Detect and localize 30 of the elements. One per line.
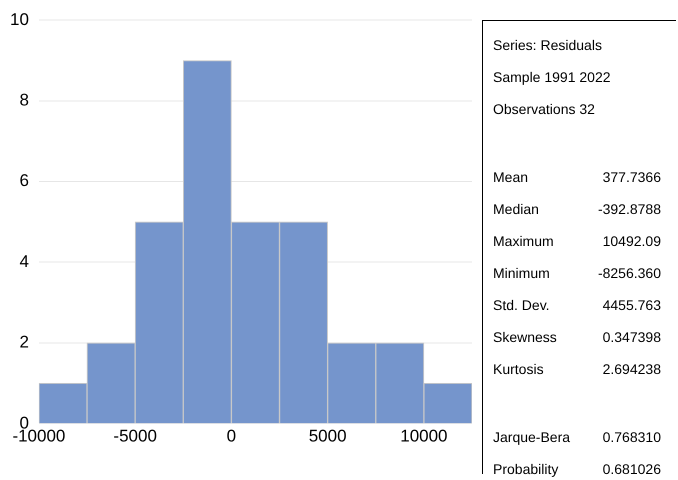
text: 0.768310 <box>602 429 661 445</box>
y-tick-label: 2 <box>19 332 29 352</box>
text: 10492.09 <box>602 233 661 249</box>
text: Observations 32 <box>493 100 596 119</box>
y-tick-label: 10 <box>10 10 29 29</box>
y-tick-label: 6 <box>19 171 29 190</box>
category-label: Maximum <box>493 232 555 251</box>
category-label: Median <box>493 200 540 219</box>
category-label: Kurtosis <box>493 360 545 379</box>
text: 0.347398 <box>602 329 661 345</box>
category-label: Std. Dev. <box>493 296 551 315</box>
category-label: Minimum <box>493 264 551 283</box>
x-tick-label: -5000 <box>113 426 157 446</box>
text: -392.8788 <box>598 201 661 217</box>
text: 377.7366 <box>602 169 661 185</box>
category-label: Probability <box>493 460 560 479</box>
text: 2.694238 <box>602 361 661 377</box>
x-tick-label: 5000 <box>308 426 347 446</box>
y-tick-label: 4 <box>19 252 29 271</box>
text: 4455.763 <box>602 297 661 313</box>
y-tick-label: 8 <box>19 90 29 110</box>
text: -8256.360 <box>598 265 661 281</box>
x-tick-label: 10000 <box>400 426 448 446</box>
category-label: Mean <box>493 168 530 187</box>
x-tick-label: 0 <box>226 426 236 446</box>
category-label: Skewness <box>493 328 558 347</box>
category-label: Jarque-Bera <box>493 428 572 447</box>
text: Series: Residuals <box>493 36 603 55</box>
text: Sample 1991 2022 <box>493 68 612 87</box>
text: 0.681026 <box>602 461 661 477</box>
